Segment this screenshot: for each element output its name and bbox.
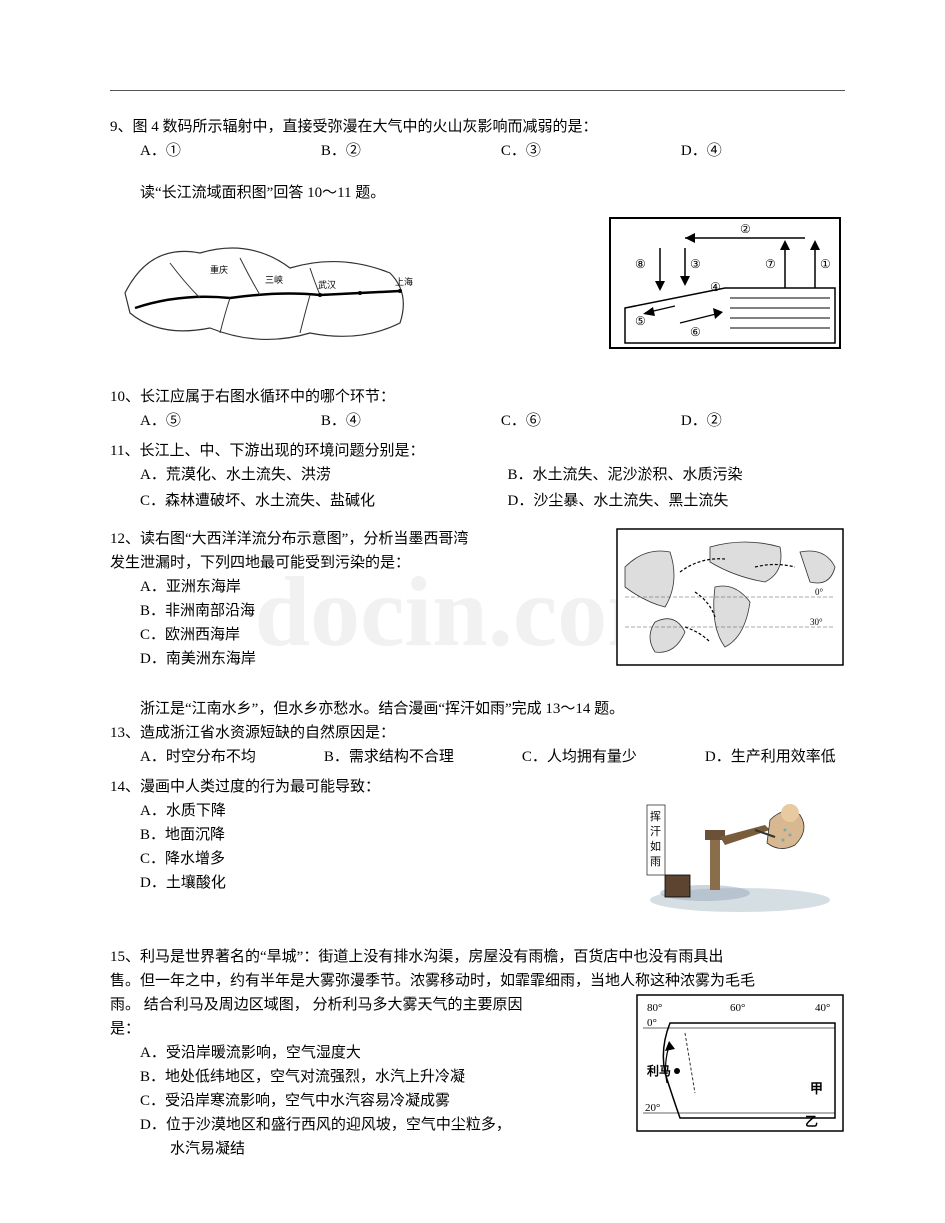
- q10-stem: 10、长江应属于右图水循环中的哪个环节：: [110, 385, 845, 409]
- cartoon-label-3: 如: [650, 839, 661, 853]
- q11-opt-d[interactable]: D．沙尘暴、水土流失、黑土流失: [478, 489, 846, 513]
- lima-map-figure: 80° 60° 40° 0° 20° 利马 甲 乙: [635, 993, 845, 1141]
- svg-text:30°: 30°: [810, 617, 823, 627]
- q15-opt-c[interactable]: C．受沿岸寒流影响，空气中水汽容易冷凝成雾: [110, 1089, 619, 1113]
- q10-opt-a[interactable]: A．⑤: [110, 409, 181, 433]
- question-13: 13、造成浙江省水资源短缺的自然原因是： A．时空分布不均 B．需求结构不合理 …: [110, 721, 845, 769]
- cycle-label-3: ③: [690, 257, 701, 271]
- q10-options: A．⑤ B．④ C．⑥ D．②: [110, 409, 845, 433]
- q12-opt-a[interactable]: A．亚洲东海岸: [110, 575, 599, 599]
- yangtze-map-svg: 武汉 上海 三峡 重庆: [110, 213, 430, 363]
- cartoon-label-4: 雨: [650, 856, 661, 868]
- cycle-label-1: ①: [820, 257, 831, 271]
- atlantic-currents-figure: 0° 30°: [615, 527, 845, 675]
- lima-label: 利马: [647, 1063, 671, 1078]
- q9-opt-d[interactable]: D．④: [651, 139, 722, 163]
- water-cycle-figure: ② ⑧ ③ ⑦ ① ④ ⑤ ⑥: [605, 213, 845, 371]
- q11-options: A．荒漠化、水土流失、洪涝 B．水土流失、泥沙淤积、水质污染 C．森林遭破坏、水…: [110, 463, 845, 513]
- svg-text:上海: 上海: [395, 276, 413, 287]
- q14-opt-a[interactable]: A．水质下降: [110, 799, 619, 823]
- cycle-label-4: ④: [710, 280, 721, 294]
- q15-body: 雨。 结合利马及周边区域图， 分析利马多大雾天气的主要原因 是： A．受沿岸暖流…: [110, 993, 845, 1161]
- q9-opt-c[interactable]: C．③: [471, 139, 541, 163]
- lima-80: 80°: [647, 1002, 662, 1014]
- q15-opt-d2: 水汽易凝结: [110, 1137, 619, 1161]
- q9-stem: 9、图 4 数码所示辐射中，直接受弥漫在大气中的火山灰影响而减弱的是：: [110, 115, 845, 139]
- q13-opt-b[interactable]: B．需求结构不合理: [294, 745, 454, 769]
- svg-text:武汉: 武汉: [318, 279, 336, 290]
- lima-svg: 80° 60° 40° 0° 20° 利马 甲 乙: [635, 993, 845, 1133]
- q10-opt-c[interactable]: C．⑥: [471, 409, 541, 433]
- q9-opt-a[interactable]: A．①: [110, 139, 181, 163]
- q15-opt-a[interactable]: A．受沿岸暖流影响，空气湿度大: [110, 1041, 619, 1065]
- q12-stem-1: 12、读右图“大西洋洋流分布示意图”，分析当墨西哥湾: [110, 527, 599, 551]
- cycle-label-2: ②: [740, 222, 751, 236]
- lima-20: 20°: [645, 1102, 660, 1114]
- q12-text: 12、读右图“大西洋洋流分布示意图”，分析当墨西哥湾 发生泄漏时，下列四地最可能…: [110, 527, 599, 671]
- q12-stem-2: 发生泄漏时，下列四地最可能受到污染的是：: [110, 551, 599, 575]
- q12-opt-c[interactable]: C．欧洲西海岸: [110, 623, 599, 647]
- q13-opt-a[interactable]: A．时空分布不均: [110, 745, 256, 769]
- cycle-label-7: ⑦: [765, 257, 776, 271]
- question-9: 9、图 4 数码所示辐射中，直接受弥漫在大气中的火山灰影响而减弱的是： A．① …: [110, 115, 845, 163]
- q14-opt-b[interactable]: B．地面沉降: [110, 823, 619, 847]
- q11-stem: 11、长江上、中、下游出现的环境问题分别是：: [110, 439, 845, 463]
- lima-40: 40°: [815, 1002, 830, 1014]
- cycle-label-8: ⑧: [635, 257, 646, 271]
- yangtze-map-figure: 武汉 上海 三峡 重庆: [110, 213, 430, 371]
- q13-options: A．时空分布不均 B．需求结构不合理 C．人均拥有量少 D．生产利用效率低: [110, 745, 845, 769]
- q9-opt-b[interactable]: B．②: [291, 139, 361, 163]
- q15-left: 雨。 结合利马及周边区域图， 分析利马多大雾天气的主要原因 是： A．受沿岸暖流…: [110, 993, 619, 1161]
- lima-eq: 0°: [647, 1017, 657, 1029]
- atlantic-svg: 0° 30°: [615, 527, 845, 667]
- q10-opt-d[interactable]: D．②: [651, 409, 722, 433]
- question-12: 12、读右图“大西洋洋流分布示意图”，分析当墨西哥湾 发生泄漏时，下列四地最可能…: [110, 527, 845, 675]
- cartoon-svg: 挥 汗 如 雨: [635, 775, 845, 915]
- cycle-label-6: ⑥: [690, 325, 701, 339]
- q14-opt-d[interactable]: D．土壤酸化: [110, 871, 619, 895]
- q15-stem-4: 是：: [110, 1017, 619, 1041]
- q11-opt-b[interactable]: B．水土流失、泥沙淤积、水质污染: [478, 463, 846, 487]
- intro-13-14: 浙江是“江南水乡”，但水乡亦愁水。结合漫画“挥汗如雨”完成 13～14 题。: [110, 697, 845, 721]
- intro-10-11: 读“长江流域面积图”回答 10～11 题。: [110, 181, 845, 205]
- q15-stem-2: 售。但一年之中，约有半年是大雾弥漫季节。浓雾移动时，如霏霏细雨，当地人称这种浓雾…: [110, 969, 845, 993]
- question-10: 10、长江应属于右图水循环中的哪个环节： A．⑤ B．④ C．⑥ D．②: [110, 385, 845, 433]
- water-cycle-svg: ② ⑧ ③ ⑦ ① ④ ⑤ ⑥: [605, 213, 845, 353]
- q11-opt-a[interactable]: A．荒漠化、水土流失、洪涝: [110, 463, 478, 487]
- q15-opt-b[interactable]: B．地处低纬地区，空气对流强烈，水汽上升冷凝: [110, 1065, 619, 1089]
- lima-yi: 乙: [805, 1114, 818, 1129]
- q13-opt-d[interactable]: D．生产利用效率低: [675, 745, 836, 769]
- lima-jia: 甲: [810, 1081, 823, 1096]
- q14-text: 14、漫画中人类过度的行为最可能导致： A．水质下降 B．地面沉降 C．降水增多…: [110, 775, 619, 895]
- top-rule: [110, 90, 845, 91]
- question-11: 11、长江上、中、下游出现的环境问题分别是： A．荒漠化、水土流失、洪涝 B．水…: [110, 439, 845, 513]
- page-content: 9、图 4 数码所示辐射中，直接受弥漫在大气中的火山灰影响而减弱的是： A．① …: [110, 90, 845, 1161]
- q14-opt-c[interactable]: C．降水增多: [110, 847, 619, 871]
- q12-opt-b[interactable]: B．非洲南部沿海: [110, 599, 599, 623]
- q15-stem-3: 雨。 结合利马及周边区域图， 分析利马多大雾天气的主要原因: [110, 993, 619, 1017]
- q10-opt-b[interactable]: B．④: [291, 409, 361, 433]
- cartoon-label-1: 挥: [650, 810, 661, 823]
- lima-60: 60°: [730, 1002, 745, 1014]
- cartoon-figure: 挥 汗 如 雨: [635, 775, 845, 923]
- svg-text:三峡: 三峡: [265, 274, 283, 285]
- cycle-label-5: ⑤: [635, 314, 646, 328]
- q15-opt-d[interactable]: D．位于沙漠地区和盛行西风的迎风坡，空气中尘粒多，: [110, 1113, 619, 1137]
- svg-text:0°: 0°: [815, 587, 824, 597]
- cartoon-label-2: 汗: [650, 825, 661, 838]
- q13-opt-c[interactable]: C．人均拥有量少: [492, 745, 637, 769]
- question-15: 15、利马是世界著名的“旱城”：街道上没有排水沟渠，房屋没有雨檐，百货店中也没有…: [110, 945, 845, 1161]
- q13-stem: 13、造成浙江省水资源短缺的自然原因是：: [110, 721, 845, 745]
- q12-opt-d[interactable]: D．南美洲东海岸: [110, 647, 599, 671]
- question-14: 14、漫画中人类过度的行为最可能导致： A．水质下降 B．地面沉降 C．降水增多…: [110, 775, 845, 923]
- q15-stem-1: 15、利马是世界著名的“旱城”：街道上没有排水沟渠，房屋没有雨檐，百货店中也没有…: [110, 945, 845, 969]
- q9-options: A．① B．② C．③ D．④: [110, 139, 845, 163]
- q11-opt-c[interactable]: C．森林遭破坏、水土流失、盐碱化: [110, 489, 478, 513]
- q14-stem: 14、漫画中人类过度的行为最可能导致：: [110, 775, 619, 799]
- figure-row-10-11: 武汉 上海 三峡 重庆 ② ⑧ ③: [110, 213, 845, 371]
- svg-text:重庆: 重庆: [210, 264, 228, 275]
